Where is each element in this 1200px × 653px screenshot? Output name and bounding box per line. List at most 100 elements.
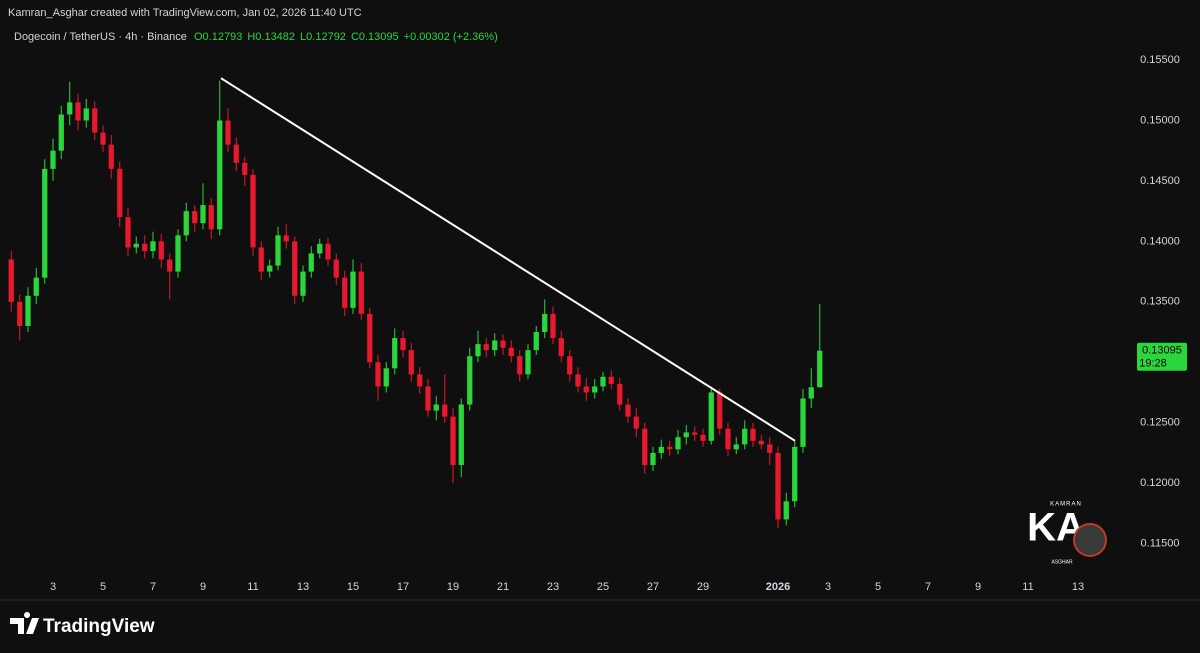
candle-body: [225, 120, 231, 145]
x-tick-label: 9: [200, 581, 206, 593]
candle-body: [317, 243, 323, 254]
last-price-label: 0.13095: [1142, 345, 1182, 357]
candle-body: [417, 374, 423, 387]
candle-body: [142, 243, 148, 252]
candle-body: [792, 446, 798, 502]
y-tick-label: 0.12000: [1140, 477, 1180, 489]
x-tick-label: 27: [647, 581, 659, 593]
candle-body: [208, 205, 214, 230]
candle-body: [408, 350, 414, 375]
candle-body: [708, 392, 714, 441]
candle-body: [492, 340, 498, 351]
symbol: Dogecoin / TetherUS · 4h · Binance: [14, 31, 187, 43]
candle-body: [800, 398, 806, 447]
candle-body: [250, 174, 256, 248]
candle-body: [567, 356, 573, 375]
brand-logo: TradingView: [10, 612, 155, 637]
candle-body: [158, 241, 164, 260]
candle-body: [742, 428, 748, 445]
candle-body: [775, 452, 781, 520]
candle-body: [458, 404, 464, 465]
candle-body: [692, 432, 698, 435]
candle-body: [817, 350, 823, 388]
x-tick-label: 19: [447, 581, 459, 593]
countdown-label: 19:28: [1139, 358, 1167, 370]
candle-body: [308, 253, 314, 272]
trendline: [220, 77, 796, 442]
candle-body: [767, 444, 773, 453]
candle-body: [192, 211, 198, 224]
candle-body: [108, 144, 114, 169]
candle-body: [500, 340, 506, 348]
candle-body: [483, 344, 489, 351]
x-tick-label: 3: [50, 581, 56, 593]
x-tick-label: 21: [497, 581, 509, 593]
candle-body: [167, 259, 173, 272]
last-price-tag: [1137, 342, 1187, 371]
watermark-top: KAMRAN: [1050, 502, 1082, 508]
candle-body: [550, 313, 556, 339]
candle-body: [183, 211, 189, 236]
y-tick-label: 0.14500: [1140, 175, 1180, 187]
x-tick-label: 29: [697, 581, 709, 593]
candle-body: [517, 356, 523, 375]
candle-body: [283, 235, 289, 242]
candle-body: [475, 344, 481, 357]
candle-body: [633, 416, 639, 429]
candle-body: [100, 132, 106, 145]
candle-body: [758, 440, 764, 445]
caption: Kamran_Asghar created with TradingView.c…: [8, 7, 362, 19]
candle-body: [175, 235, 181, 272]
x-tick-label: 25: [597, 581, 609, 593]
x-tick-label: 9: [975, 581, 981, 593]
candle-body: [233, 144, 239, 163]
x-tick-label: 17: [397, 581, 409, 593]
brand-icon: [10, 612, 39, 634]
candle-body: [683, 432, 689, 438]
candle-body: [392, 338, 398, 369]
candle-body: [675, 437, 681, 450]
ohlc-value: C0.13095: [351, 31, 399, 43]
candle-body: [367, 313, 373, 363]
candle-body: [50, 150, 56, 169]
candle-body: [583, 386, 589, 393]
candle-body: [525, 350, 531, 375]
candle-body: [300, 271, 306, 296]
candle-body: [592, 386, 598, 393]
candle-body: [750, 428, 756, 441]
candle-body: [342, 277, 348, 308]
candle-body: [350, 271, 356, 308]
candle-body: [508, 347, 514, 357]
candle-body: [58, 114, 64, 151]
candle-body: [733, 444, 739, 450]
candle-body: [700, 434, 706, 441]
x-tick-label: 7: [925, 581, 931, 593]
candle-body: [808, 387, 814, 399]
candle-body: [383, 368, 389, 387]
candle-body: [200, 205, 206, 224]
watermark-bottom: ASGHAR: [1051, 559, 1073, 565]
candle-body: [42, 168, 48, 278]
y-tick-label: 0.11500: [1141, 537, 1180, 549]
x-tick-label: 11: [247, 581, 258, 593]
candle-body: [433, 404, 439, 411]
candle-body: [450, 416, 456, 465]
x-tick-label: 2026: [766, 581, 790, 593]
candle-body: [358, 271, 364, 314]
x-tick-label: 23: [547, 581, 559, 593]
candle-body: [333, 259, 339, 278]
x-tick-label: 11: [1022, 581, 1033, 593]
x-tick-label: 3: [825, 581, 831, 593]
candle-body: [67, 102, 73, 115]
watermark-avatar: [1073, 523, 1107, 557]
x-tick-label: 5: [100, 581, 106, 593]
y-tick-label: 0.14000: [1140, 235, 1180, 247]
ohlc-value: O0.12793: [194, 31, 242, 43]
candle-body: [467, 356, 473, 405]
candle-body: [75, 102, 81, 121]
candle-body: [650, 452, 656, 465]
x-tick-label: 13: [297, 581, 309, 593]
candle-body: [217, 120, 223, 230]
candle-body: [83, 108, 89, 121]
